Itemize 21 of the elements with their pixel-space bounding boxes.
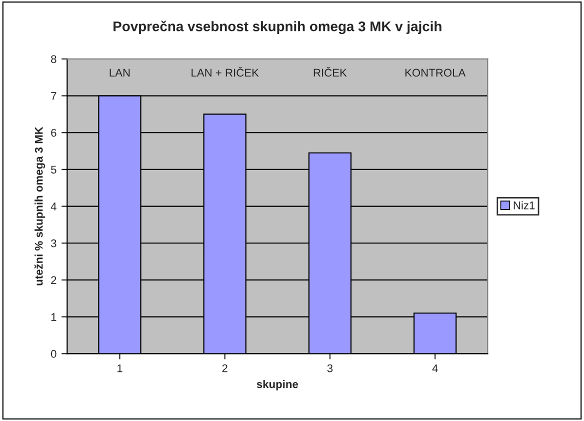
x-tick-label: 2 <box>222 364 228 372</box>
annotation: LAN + RIČEK <box>192 66 259 77</box>
chart-title: Povprečna vsebnost skupnih omega 3 MK v jajcih <box>114 20 442 34</box>
y-axis-title: utežni % skupnih omega 3 MK <box>34 126 46 286</box>
annotation: LAN <box>110 68 130 77</box>
x-tick-label: 3 <box>327 364 333 372</box>
y-tick-label: 0 <box>51 350 56 358</box>
x-axis-title: skupine <box>256 380 298 390</box>
annotation: KONTROLA <box>405 68 466 77</box>
y-tick-label: 2 <box>51 276 56 284</box>
x-tick-label: 1 <box>117 364 122 372</box>
y-tick-label: 7 <box>51 92 56 100</box>
y-tick-label: 1 <box>51 313 56 321</box>
x-tick-label: 4 <box>432 364 438 372</box>
y-tick-label: 4 <box>50 202 56 210</box>
y-tick-label: 6 <box>51 128 56 137</box>
y-tick-label: 8 <box>51 55 56 64</box>
legend-label: Niz1 <box>514 201 535 210</box>
annotation: RIČEK <box>314 66 347 77</box>
y-tick-label: 3 <box>50 239 56 248</box>
y-tick-label: 5 <box>51 166 56 174</box>
